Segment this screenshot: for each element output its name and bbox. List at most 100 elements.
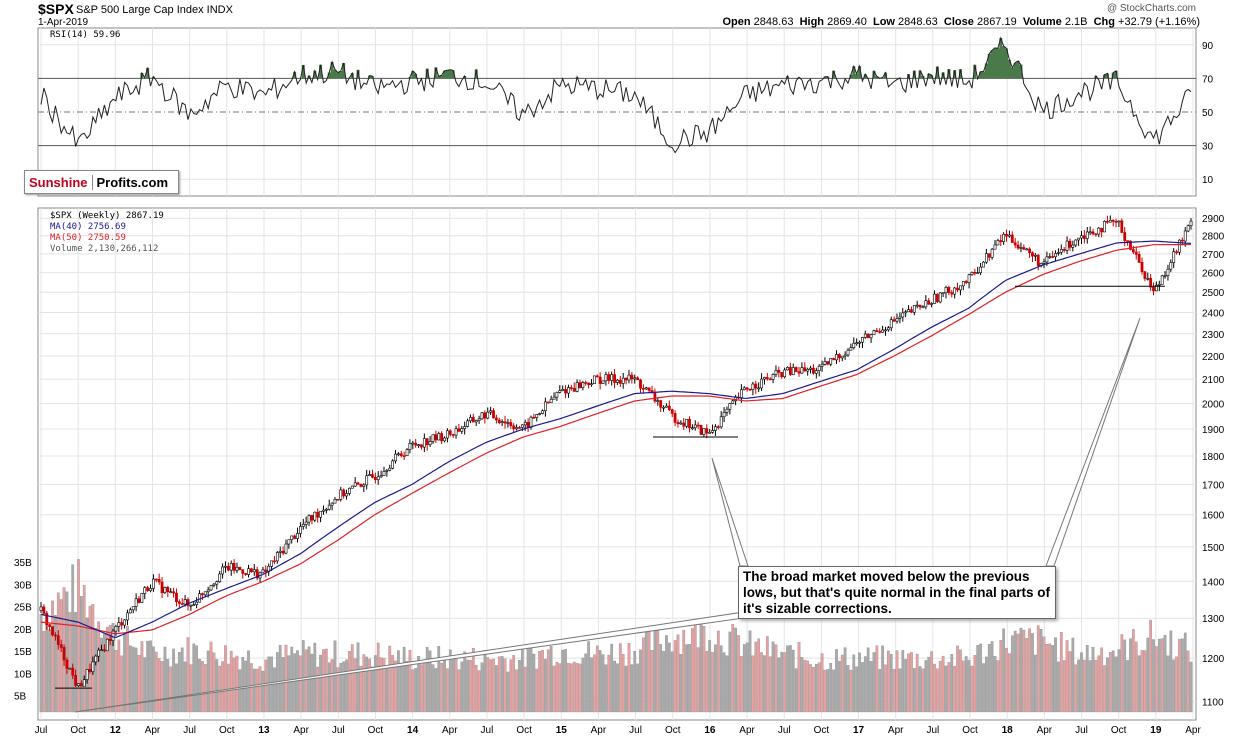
volume-bar: [748, 630, 752, 713]
volume-bar: [927, 656, 931, 713]
candle-body: [812, 367, 815, 374]
candle-body: [907, 309, 910, 313]
candle-body: [100, 649, 103, 652]
candle-body: [855, 342, 859, 345]
candle-body: [480, 412, 484, 420]
candle-body: [1114, 221, 1118, 223]
volume-bar: [327, 662, 331, 713]
volume-bar: [319, 654, 322, 713]
volume-bar: [1149, 619, 1152, 713]
candle-body: [157, 579, 161, 583]
candle-body: [469, 417, 472, 422]
candle-body: [120, 622, 124, 626]
volume-bar: [564, 649, 567, 713]
candle-body: [869, 334, 873, 339]
volume-bar: [448, 649, 452, 713]
candle-body: [843, 354, 847, 357]
candle-body: [1057, 252, 1060, 254]
volume-bar: [613, 660, 616, 713]
x-tick-label: 15: [556, 725, 568, 736]
volume-bar: [985, 656, 988, 713]
candle-body: [866, 333, 870, 339]
candle-body: [143, 587, 147, 594]
volume-bar: [241, 657, 245, 713]
candle-body: [699, 425, 703, 435]
chg-value: +32.79 (+1.16%): [1118, 16, 1200, 28]
volume-bar: [1051, 645, 1055, 713]
chart-date: 1-Apr-2019: [38, 17, 89, 28]
volume-bar: [895, 650, 899, 713]
candle-body: [990, 248, 994, 258]
x-tick-label: Jul: [332, 725, 345, 736]
volume-value: 2.1B: [1064, 16, 1088, 28]
volume-bar: [595, 645, 599, 713]
volume-bar: [555, 661, 559, 713]
candle-body: [235, 566, 239, 571]
volume-bar: [1057, 661, 1060, 713]
volume-bar: [575, 663, 579, 713]
candle-body: [861, 337, 864, 343]
volume-bar: [970, 665, 974, 713]
candle-body: [771, 374, 775, 380]
volume-bar: [382, 658, 386, 713]
volume-bar: [912, 668, 916, 713]
candle-body: [1100, 227, 1104, 233]
volume-bar: [863, 656, 867, 713]
annotation-lines: [55, 285, 1165, 713]
candle-body: [639, 379, 642, 389]
candle-body: [826, 361, 830, 365]
volume-bar: [1166, 655, 1170, 713]
candle-body: [417, 444, 420, 446]
volume-bar: [1094, 659, 1098, 713]
volume-bar: [192, 643, 196, 713]
x-tick-label: Jul: [629, 725, 642, 736]
volume-bar: [497, 656, 501, 713]
candle-body: [739, 389, 743, 399]
volume-bar: [117, 639, 121, 713]
candle-body: [422, 438, 426, 448]
candle-body: [763, 377, 766, 380]
open-label: Open: [722, 16, 751, 28]
x-tick-label: Oct: [962, 725, 978, 736]
volume-bar: [206, 650, 210, 713]
candle-body: [108, 638, 112, 641]
x-tick-label: 18: [1002, 725, 1014, 736]
rsi-tick-label: 10: [1202, 175, 1214, 186]
volume-bar: [333, 640, 337, 713]
candle-body: [572, 388, 576, 392]
volume-bar: [587, 641, 590, 713]
price-tick-label: 1300: [1202, 614, 1225, 625]
candle-body: [814, 370, 818, 374]
volume-bar: [1120, 634, 1124, 713]
volume-bar: [446, 668, 449, 713]
volume-tick-label: 20B: [14, 625, 32, 636]
candle-body: [520, 424, 524, 428]
open-value: 2848.63: [753, 16, 794, 28]
volume-bar: [601, 654, 605, 713]
volume-bar: [258, 666, 262, 713]
volume-bar: [417, 656, 420, 713]
volume-bar: [676, 634, 680, 713]
candle-body: [1189, 220, 1193, 227]
candle-body: [696, 424, 700, 427]
volume-bar: [737, 635, 740, 713]
high-label: High: [799, 16, 825, 28]
candle-body: [388, 467, 392, 471]
volume-bar: [593, 654, 596, 713]
volume-bar: [812, 667, 815, 713]
volume-bar: [1008, 653, 1011, 713]
candle-body: [944, 287, 948, 294]
candle-body: [273, 560, 276, 563]
volume-bar: [146, 640, 149, 713]
volume-bar: [385, 665, 389, 713]
candle-body: [356, 482, 360, 485]
candle-body: [54, 634, 57, 637]
volume-bar: [1186, 650, 1190, 713]
candle-body: [682, 422, 686, 427]
volume-bar: [345, 659, 348, 713]
volume-bar: [1016, 633, 1020, 713]
candle-body: [852, 342, 856, 348]
volume-bar: [172, 648, 175, 713]
volume-bar: [495, 665, 498, 713]
candle-body: [725, 408, 729, 413]
